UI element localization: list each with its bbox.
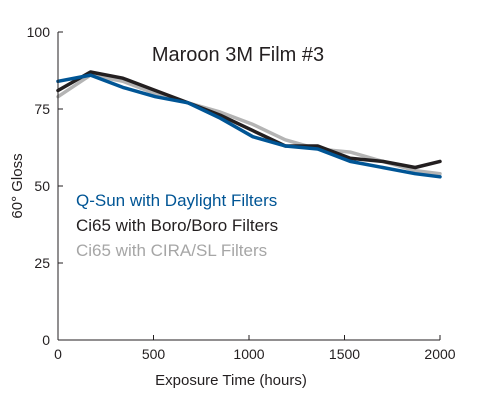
- legend-entry-q-sun: Q-Sun with Daylight Filters: [76, 191, 277, 210]
- x-axis-label: Exposure Time (hours): [155, 372, 307, 389]
- x-tick-label: 1500: [329, 346, 360, 362]
- chart-title: Maroon 3M Film #3: [152, 44, 324, 66]
- series-line-ci65-with-cira-sl-filters: [56, 73, 442, 176]
- x-tick-label: 500: [142, 346, 166, 362]
- y-tick-label: 50: [34, 178, 50, 194]
- y-tick-label: 0: [42, 332, 50, 348]
- legend-entry-ci65-cira: Ci65 with CIRA/SL Filters: [76, 241, 267, 260]
- legend: Q-Sun with Daylight Filters Ci65 with Bo…: [76, 191, 278, 260]
- series-line-q-sun-with-daylight-filters: [56, 73, 442, 179]
- x-tick-label: 2000: [424, 346, 455, 362]
- series-layer: [56, 70, 442, 179]
- y-axis-label: 60° Gloss: [9, 153, 26, 218]
- y-tick-label: 75: [34, 101, 50, 117]
- y-tick-label: 25: [34, 255, 50, 271]
- y-tick-label: 100: [27, 24, 51, 40]
- y-tick-group: 0 25 50 75 100: [27, 24, 63, 348]
- x-tick-label: 0: [54, 346, 62, 362]
- x-tick-group: 0 500 1000 1500 2000: [54, 335, 456, 362]
- legend-entry-ci65-boro: Ci65 with Boro/Boro Filters: [76, 216, 278, 235]
- x-tick-label: 1000: [233, 346, 264, 362]
- series-line-ci65-with-boro-boro-filters: [56, 70, 442, 170]
